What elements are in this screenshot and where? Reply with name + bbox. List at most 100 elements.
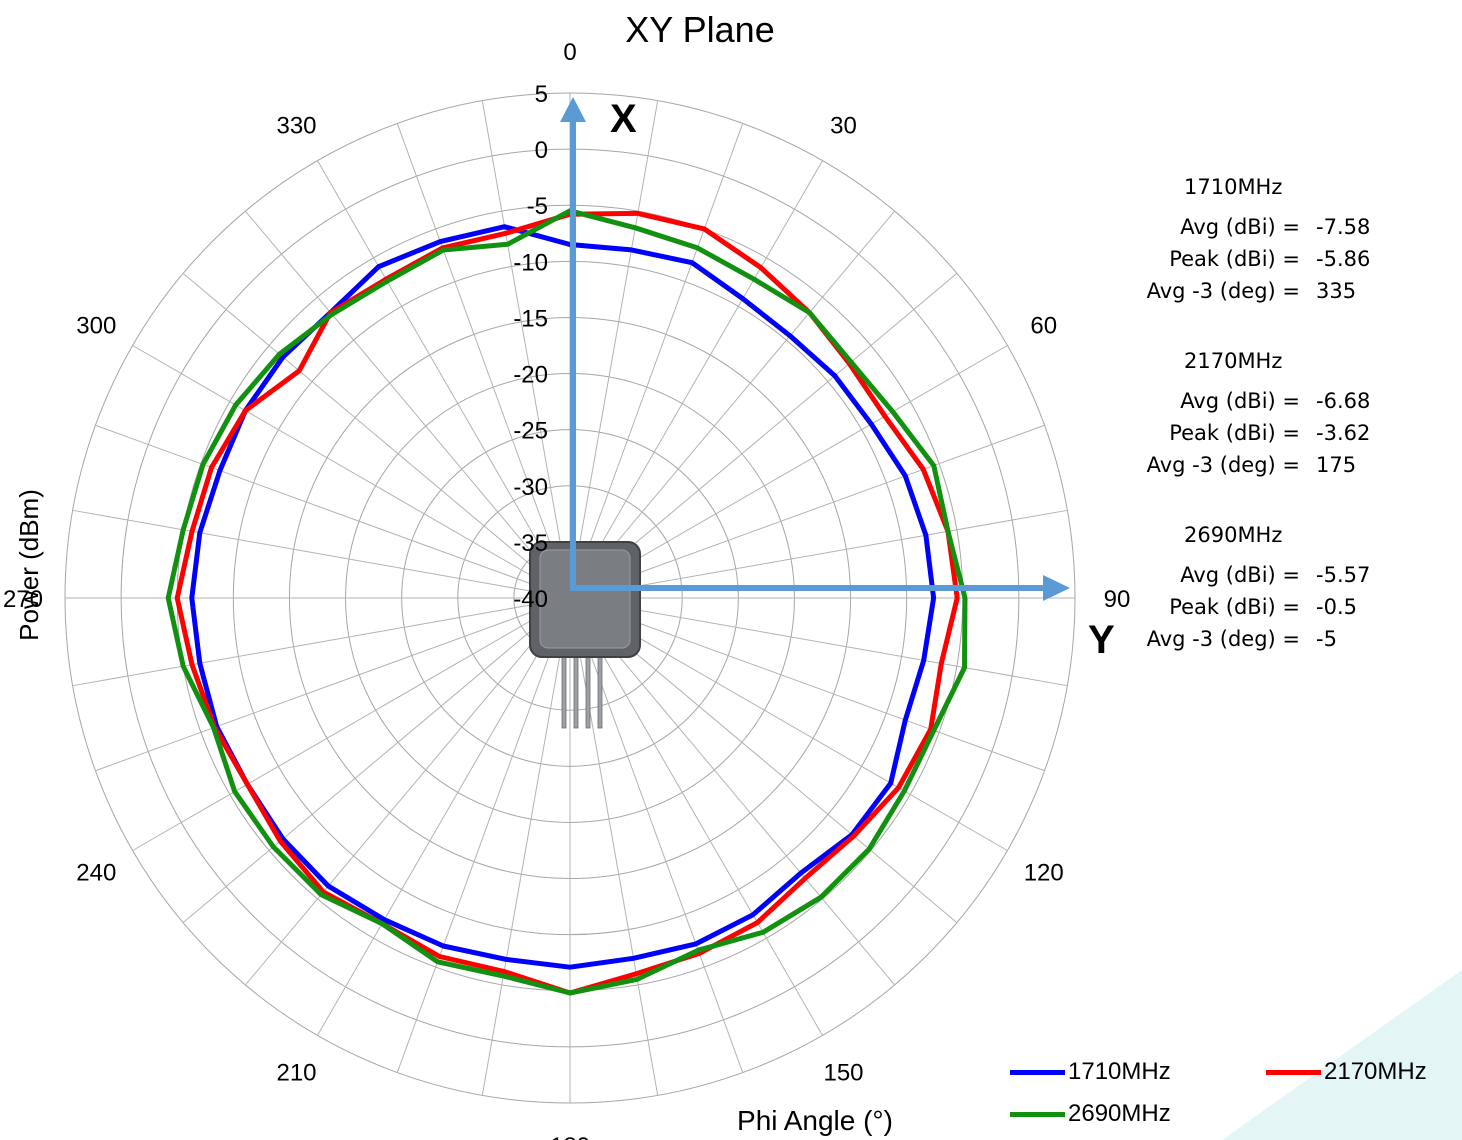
radial-axis-label: Power (dBm) (14, 489, 44, 641)
angle-tick-labels: 0 30 60 90 120 150 180 210 240 270 300 330 (3, 39, 1130, 1140)
legend-swatch (1010, 1111, 1065, 1117)
avg3-value: 335 (1316, 279, 1357, 303)
grid-spoke (72, 509, 571, 599)
device-pins (561, 649, 603, 729)
angle-tick-label: 300 (76, 313, 116, 340)
y-axis-arrow-head (1043, 575, 1070, 601)
grid-spoke (72, 597, 571, 687)
avg3-label: Avg -3 (deg) = (1146, 453, 1300, 477)
chart-title: XY Plane (625, 9, 774, 50)
radial-tick-label: -25 (513, 418, 548, 445)
axis-arrows (560, 97, 1070, 601)
corner-decoration (1162, 940, 1462, 1140)
legend-item-2170: 2170MHz (1266, 1058, 1427, 1086)
angle-tick-label: 180 (550, 1133, 590, 1140)
grid-spoke (569, 100, 659, 599)
grid-spoke (317, 597, 571, 1036)
legend-item-2690: 2690MHz (1010, 1100, 1171, 1128)
avg3-value: -5 (1316, 627, 1337, 651)
radial-tick-label: -20 (513, 362, 548, 389)
grid-spoke (569, 597, 1045, 772)
peak-label: Peak (dBi) = (1169, 421, 1300, 445)
legend-swatch (1266, 1069, 1321, 1075)
angle-tick-label: 210 (276, 1060, 316, 1087)
grid-spoke (245, 210, 571, 599)
legend-label: 1710MHz (1068, 1058, 1171, 1085)
radial-tick-label: -30 (513, 474, 548, 501)
stats-panel: 1710MHz Avg (dBi) = -7.58 Peak (dBi) = -5.… (1146, 175, 1450, 697)
device-pin (561, 649, 567, 729)
angle-tick-label: 0 (563, 39, 576, 66)
corner-tint-shape (1222, 970, 1462, 1140)
legend-swatch (1010, 1069, 1065, 1075)
y-axis-label: Y (1088, 618, 1115, 662)
legend: 1710MHz 2170MHz 2690MHz (1010, 1058, 1460, 1138)
grid-spoke (396, 123, 571, 599)
radial-tick-label: -5 (527, 193, 548, 220)
avg-value: -5.57 (1316, 563, 1371, 587)
radial-tick-label: -10 (513, 249, 548, 276)
device-pin (573, 649, 579, 729)
avg-value: -7.58 (1316, 215, 1371, 239)
avg-label: Avg (dBi) = (1180, 215, 1300, 239)
grid-spoke (569, 424, 1045, 599)
peak-value: -5.86 (1316, 247, 1371, 271)
grid-spoke (569, 210, 895, 599)
grid-spoke (481, 100, 571, 599)
radial-tick-labels: 5 0 -5 -10 -15 -20 -25 -30 -35 -40 (513, 81, 548, 613)
avg-label: Avg (dBi) = (1180, 563, 1300, 587)
device-face (539, 549, 631, 649)
grid-spoke (569, 123, 744, 599)
grid-spoke (481, 597, 571, 1096)
grid-spoke (132, 597, 571, 851)
device-pin (597, 649, 603, 729)
grid-spoke (569, 345, 1008, 599)
stats-freq-title: 2690MHz (1184, 523, 1283, 547)
peak-label: Peak (dBi) = (1169, 595, 1300, 619)
angle-tick-label: 330 (276, 112, 316, 139)
stats-freq-title: 1710MHz (1184, 175, 1283, 199)
grid-spoke (569, 597, 659, 1096)
grid-spoke (317, 160, 571, 599)
grid-spoke (396, 597, 571, 1073)
radial-tick-label: -35 (513, 530, 548, 557)
radial-tick-label: -40 (513, 586, 548, 613)
avg3-value: 175 (1316, 453, 1357, 477)
grid-spoke (95, 424, 571, 599)
grid-spoke (569, 597, 823, 1036)
angle-axis-label: Phi Angle (°) (737, 1105, 893, 1136)
angle-tick-label: 240 (76, 860, 116, 887)
grid-spoke (245, 597, 571, 986)
stats-block-2170: 2170MHz Avg (dBi) = -6.68 Peak (dBi) = -3.… (1146, 349, 1450, 485)
stats-block-2690: 2690MHz Avg (dBi) = -5.57 Peak (dBi) = -0.… (1147, 523, 1450, 659)
avg-label: Avg (dBi) = (1180, 389, 1300, 413)
angle-tick-label: 30 (830, 112, 857, 139)
legend-label: 2690MHz (1068, 1100, 1171, 1127)
avg3-label: Avg -3 (deg) = (1146, 279, 1300, 303)
peak-label: Peak (dBi) = (1169, 247, 1300, 271)
grid-spoke (182, 273, 571, 599)
stats-block-1710: 1710MHz Avg (dBi) = -7.58 Peak (dBi) = -5.… (1146, 175, 1450, 311)
x-axis-arrow-head (560, 97, 586, 122)
x-axis-label: X (610, 97, 637, 141)
angle-tick-label: 60 (1030, 313, 1057, 340)
grid-spoke (569, 597, 1068, 687)
legend-item-1710: 1710MHz (1010, 1058, 1171, 1086)
series-lines (165, 208, 968, 996)
radial-tick-label: -15 (513, 305, 548, 332)
radial-tick-label: 0 (535, 137, 548, 164)
antenna-device-icon (529, 541, 641, 729)
grid-spoke (569, 597, 1008, 851)
angle-tick-label: 90 (1104, 586, 1131, 613)
grid-spoke (95, 597, 571, 772)
device-pin (585, 649, 591, 729)
legend-label: 2170MHz (1324, 1058, 1427, 1085)
peak-value: -3.62 (1316, 421, 1371, 445)
angle-tick-label: 270 (3, 586, 43, 613)
avg-value: -6.68 (1316, 389, 1371, 413)
angle-tick-label: 120 (1024, 860, 1064, 887)
stats-freq-title: 2170MHz (1184, 349, 1283, 373)
peak-value: -0.5 (1316, 595, 1357, 619)
grid-spoke (569, 160, 823, 599)
